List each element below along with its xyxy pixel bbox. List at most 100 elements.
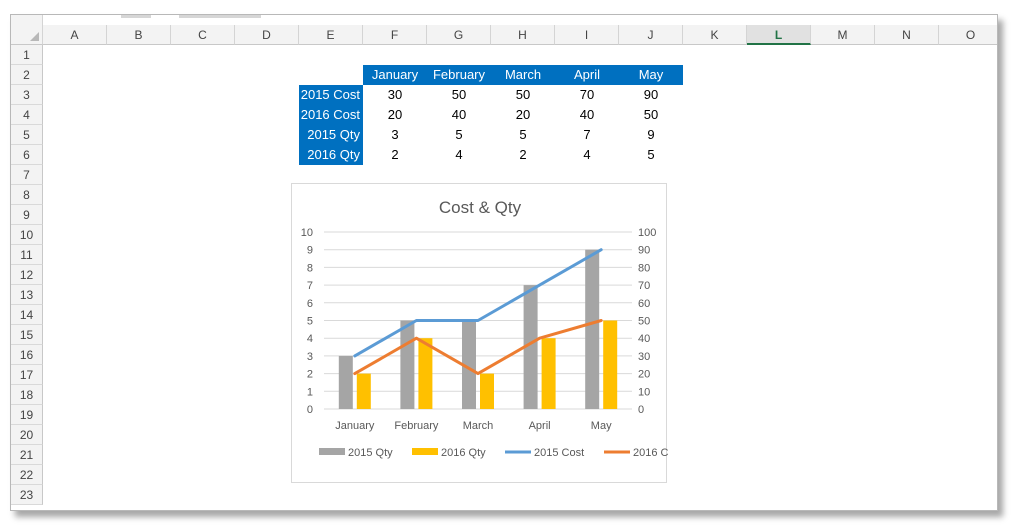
column-header-o[interactable]: O <box>939 25 997 45</box>
select-all-button[interactable] <box>11 15 43 45</box>
column-header-n[interactable]: N <box>875 25 939 45</box>
y-tick-label: 1 <box>307 386 313 398</box>
legend-label: 2016 Cost <box>633 447 668 459</box>
bar-2016-qty <box>480 373 494 409</box>
select-all-triangle-icon <box>30 32 39 41</box>
row-header-5[interactable]: 5 <box>11 125 43 145</box>
column-header-e[interactable]: E <box>299 25 363 45</box>
row-header-3[interactable]: 3 <box>11 85 43 105</box>
line-2015-cost <box>353 248 603 358</box>
value-cell[interactable]: 9 <box>647 127 655 142</box>
bar-2015-qty <box>462 320 476 409</box>
y2-tick-label: 100 <box>638 227 656 239</box>
bar-2015-qty <box>338 355 353 409</box>
value-cell[interactable]: 20 <box>515 107 531 122</box>
row-header-20[interactable]: 20 <box>11 425 43 445</box>
legend-label: 2016 Qty <box>441 447 486 459</box>
row-label-cell[interactable]: 2015 Cost <box>299 85 363 105</box>
column-header-b[interactable]: B <box>107 25 171 45</box>
column-header-f[interactable]: F <box>363 25 427 45</box>
y-tick-label: 2 <box>307 369 313 381</box>
value-cell[interactable]: 2 <box>519 147 527 162</box>
row-header-4[interactable]: 4 <box>11 105 43 125</box>
x-tick-label: April <box>529 420 551 432</box>
y-tick-label: 10 <box>301 227 313 239</box>
month-header-cell[interactable]: April <box>555 65 619 85</box>
y2-tick-label: 70 <box>638 280 650 292</box>
column-header-h[interactable]: H <box>491 25 555 45</box>
value-cell[interactable]: 4 <box>583 147 591 162</box>
row-label-cell[interactable]: 2016 Cost <box>299 105 363 125</box>
combo-chart[interactable]: Cost & Qty 0 1 2 3 4 5 6 7 8 9 10 0 10 20 30 40 50 60 70 80 9… <box>291 183 668 483</box>
y-tick-label: 3 <box>307 351 313 363</box>
window-edge-accent <box>121 15 151 18</box>
bar-2016-qty <box>603 320 618 409</box>
value-cell[interactable]: 4 <box>455 147 463 162</box>
value-cell[interactable]: 30 <box>387 87 403 102</box>
value-cell[interactable]: 3 <box>391 127 399 142</box>
row-header-2[interactable]: 2 <box>11 65 43 85</box>
column-header-j[interactable]: J <box>619 25 683 45</box>
row-header-1[interactable]: 1 <box>11 45 43 65</box>
y-tick-label: 4 <box>307 333 313 345</box>
row-header-22[interactable]: 22 <box>11 465 43 485</box>
bar-2015-qty <box>400 320 415 409</box>
row-header-17[interactable]: 17 <box>11 365 43 385</box>
month-header-cell[interactable]: January <box>363 65 427 85</box>
bar-2015-qty <box>523 285 538 409</box>
value-cell[interactable]: 5 <box>647 147 655 162</box>
value-cell[interactable]: 90 <box>643 87 659 102</box>
value-cell[interactable]: 20 <box>387 107 403 122</box>
cell-grid[interactable]: January February March April May 2015 Cost 30 5… <box>43 45 997 510</box>
row-header-12[interactable]: 12 <box>11 265 43 285</box>
column-header-d[interactable]: D <box>235 25 299 45</box>
column-header-i[interactable]: I <box>555 25 619 45</box>
row-label-cell[interactable]: 2016 Qty <box>299 145 363 165</box>
row-header-16[interactable]: 16 <box>11 345 43 365</box>
row-header-7[interactable]: 7 <box>11 165 43 185</box>
value-cell[interactable]: 40 <box>579 107 595 122</box>
value-cell[interactable]: 50 <box>643 107 659 122</box>
y-tick-label: 0 <box>307 404 313 416</box>
month-header-cell[interactable]: February <box>427 65 491 85</box>
row-label-cell[interactable]: 2015 Qty <box>299 125 363 145</box>
row-header-15[interactable]: 15 <box>11 325 43 345</box>
row-header-9[interactable]: 9 <box>11 205 43 225</box>
legend-label: 2015 Cost <box>534 447 584 459</box>
month-header-cell[interactable]: May <box>619 65 683 85</box>
column-header-a[interactable]: A <box>43 25 107 45</box>
value-cell[interactable]: 2 <box>391 147 399 162</box>
y-tick-label: 5 <box>307 316 313 328</box>
value-cell[interactable]: 50 <box>515 87 531 102</box>
row-header-14[interactable]: 14 <box>11 305 43 325</box>
y2-tick-label: 10 <box>638 386 650 398</box>
value-cell[interactable]: 40 <box>451 107 467 122</box>
legend-swatch <box>319 448 345 455</box>
value-cell[interactable]: 5 <box>519 127 527 142</box>
month-header-cell[interactable]: March <box>491 65 555 85</box>
line-2016-cost <box>353 319 603 376</box>
row-header-11[interactable]: 11 <box>11 245 43 265</box>
y2-tick-label: 0 <box>638 404 644 416</box>
column-header-g[interactable]: G <box>427 25 491 45</box>
row-header-10[interactable]: 10 <box>11 225 43 245</box>
column-header-c[interactable]: C <box>171 25 235 45</box>
value-cell[interactable]: 5 <box>455 127 463 142</box>
column-header-m[interactable]: M <box>811 25 875 45</box>
column-header-k[interactable]: K <box>683 25 747 45</box>
row-header-19[interactable]: 19 <box>11 405 43 425</box>
row-header-21[interactable]: 21 <box>11 445 43 465</box>
value-cell[interactable]: 7 <box>583 127 591 142</box>
row-header-18[interactable]: 18 <box>11 385 43 405</box>
y-tick-label: 6 <box>307 298 313 310</box>
row-header-8[interactable]: 8 <box>11 185 43 205</box>
row-header-13[interactable]: 13 <box>11 285 43 305</box>
row-header-23[interactable]: 23 <box>11 485 43 505</box>
value-cell[interactable]: 50 <box>451 87 467 102</box>
value-cell[interactable]: 70 <box>579 87 595 102</box>
row-header-6[interactable]: 6 <box>11 145 43 165</box>
y-tick-label: 9 <box>307 245 313 257</box>
column-header-l[interactable]: L <box>747 25 811 45</box>
x-tick-label: January <box>335 420 375 432</box>
